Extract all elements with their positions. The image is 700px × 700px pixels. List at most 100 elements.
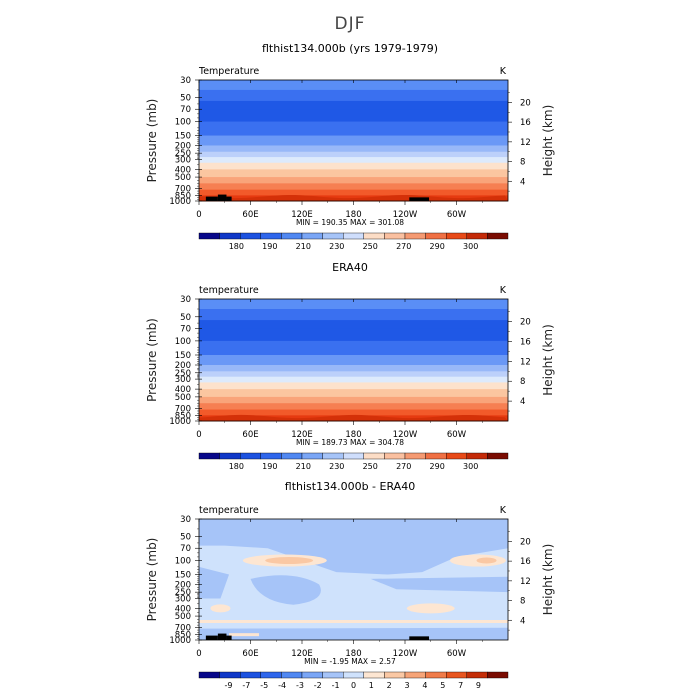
colorbar-label: 230 bbox=[329, 242, 344, 251]
ytick-label: 150 bbox=[175, 351, 191, 361]
colorbar-swatch bbox=[363, 452, 385, 460]
colorbar-label: 3 bbox=[405, 681, 410, 690]
y2tick-label: 20 bbox=[520, 98, 531, 108]
colorbar-swatch bbox=[487, 452, 509, 460]
contour-band-positive bbox=[406, 603, 455, 614]
contour-band bbox=[199, 157, 508, 164]
colorbar-swatch bbox=[198, 232, 220, 240]
colorbar-label: -9 bbox=[225, 681, 233, 690]
contour-band-positive bbox=[210, 604, 231, 613]
colorbar-swatch bbox=[239, 232, 261, 240]
contour-band-negative bbox=[250, 575, 321, 605]
colorbar-label: 4 bbox=[422, 681, 427, 690]
colorbar-swatch bbox=[384, 452, 406, 460]
topography-block bbox=[205, 196, 218, 201]
topography-mask bbox=[205, 633, 430, 640]
colorbar-label: 1 bbox=[369, 681, 374, 690]
ytick-label: 70 bbox=[180, 544, 191, 554]
contour-band bbox=[199, 320, 508, 329]
ytick-label: 400 bbox=[175, 385, 191, 395]
colorbar-label: 270 bbox=[396, 462, 411, 471]
colorbar-label: 5 bbox=[440, 681, 445, 690]
contour-band bbox=[199, 189, 508, 196]
colorbar-swatch bbox=[384, 232, 406, 240]
ytick-label: 700 bbox=[175, 185, 191, 195]
xtick-label: 120E bbox=[291, 649, 313, 659]
colorbar-swatch bbox=[343, 671, 365, 679]
ytick-label: 200 bbox=[175, 580, 191, 590]
topography-block bbox=[409, 197, 430, 201]
units-label: K bbox=[500, 285, 507, 296]
plot-area-1 bbox=[199, 80, 508, 202]
y2tick-label: 4 bbox=[520, 397, 525, 407]
xtick-label: 180 bbox=[345, 649, 361, 659]
contour-band bbox=[199, 151, 508, 158]
axes-2: 3050701001502002503004005007008501000481… bbox=[145, 261, 555, 447]
colorbar-label: 2 bbox=[387, 681, 392, 690]
ytick-label: 50 bbox=[180, 533, 191, 543]
contour-band-surface bbox=[199, 194, 508, 201]
colorbar-label: 290 bbox=[430, 242, 445, 251]
contour-band bbox=[199, 169, 508, 178]
xtick-label: 60E bbox=[242, 430, 258, 440]
ytick-label: 850 bbox=[175, 191, 191, 201]
ytick-label: 70 bbox=[180, 324, 191, 334]
colorbar-swatch bbox=[322, 671, 344, 679]
contour-band bbox=[199, 382, 508, 390]
ytick-label: 250 bbox=[175, 588, 191, 598]
ytick-label: 500 bbox=[175, 612, 191, 622]
ytick-label: 850 bbox=[175, 411, 191, 421]
contour-band bbox=[199, 177, 508, 184]
ytick-label: 700 bbox=[175, 624, 191, 634]
y2label: Height (km) bbox=[541, 105, 555, 176]
colorbar-label: 300 bbox=[463, 462, 478, 471]
ytick-label: 30 bbox=[180, 295, 191, 305]
colorbar-label: 300 bbox=[463, 242, 478, 251]
colorbar-swatch bbox=[281, 671, 303, 679]
contour-band bbox=[199, 403, 508, 411]
topography-block bbox=[226, 635, 232, 640]
colorbar-2: 180 190 210 230 250 270 290 300 bbox=[198, 452, 509, 471]
panel-title: ERA40 bbox=[332, 261, 368, 274]
topography-block bbox=[226, 196, 232, 201]
contour-band bbox=[199, 354, 508, 366]
ytick-label: 300 bbox=[175, 375, 191, 385]
colorbar-swatch bbox=[198, 671, 220, 679]
xtick-label: 120W bbox=[393, 649, 418, 659]
axes-3: 3050701001502002503004005007008501000481… bbox=[145, 480, 555, 666]
ytick-label: 70 bbox=[180, 105, 191, 115]
xtick-label: 180 bbox=[345, 430, 361, 440]
colorbar-swatch bbox=[425, 671, 447, 679]
xtick-label: 60W bbox=[447, 430, 467, 440]
contour-band bbox=[199, 80, 508, 91]
colorbar-swatch bbox=[260, 232, 282, 240]
y2tick-label: 12 bbox=[520, 357, 531, 367]
colorbar-swatch bbox=[219, 671, 241, 679]
ytick-label: 400 bbox=[175, 604, 191, 614]
y2tick-label: 12 bbox=[520, 138, 531, 148]
topography-block bbox=[205, 635, 218, 640]
contour-band bbox=[199, 309, 508, 321]
y2label: Height (km) bbox=[541, 324, 555, 395]
colorbar-swatch bbox=[384, 671, 406, 679]
colorbar-swatch bbox=[404, 452, 426, 460]
colorbar-swatch bbox=[404, 671, 426, 679]
colorbar-swatch bbox=[322, 232, 344, 240]
ylabel: Pressure (mb) bbox=[145, 538, 159, 622]
contour-band bbox=[199, 328, 508, 342]
colorbar-swatch bbox=[219, 232, 241, 240]
xtick-label: 60W bbox=[447, 210, 467, 220]
topography-mask bbox=[205, 194, 430, 201]
colorbar-label: -2 bbox=[314, 681, 322, 690]
colorbar-label: 190 bbox=[262, 462, 277, 471]
colorbar-swatch bbox=[301, 452, 323, 460]
colorbar-swatch bbox=[198, 452, 220, 460]
plot-area-2 bbox=[199, 299, 508, 422]
colorbar-label: 270 bbox=[396, 242, 411, 251]
colorbar-swatch bbox=[487, 671, 509, 679]
xtick-label: 0 bbox=[196, 430, 201, 440]
colorbar-swatch bbox=[281, 232, 303, 240]
contour-band bbox=[199, 162, 508, 170]
xtick-label: 120E bbox=[291, 210, 313, 220]
colorbar-swatch bbox=[343, 452, 365, 460]
